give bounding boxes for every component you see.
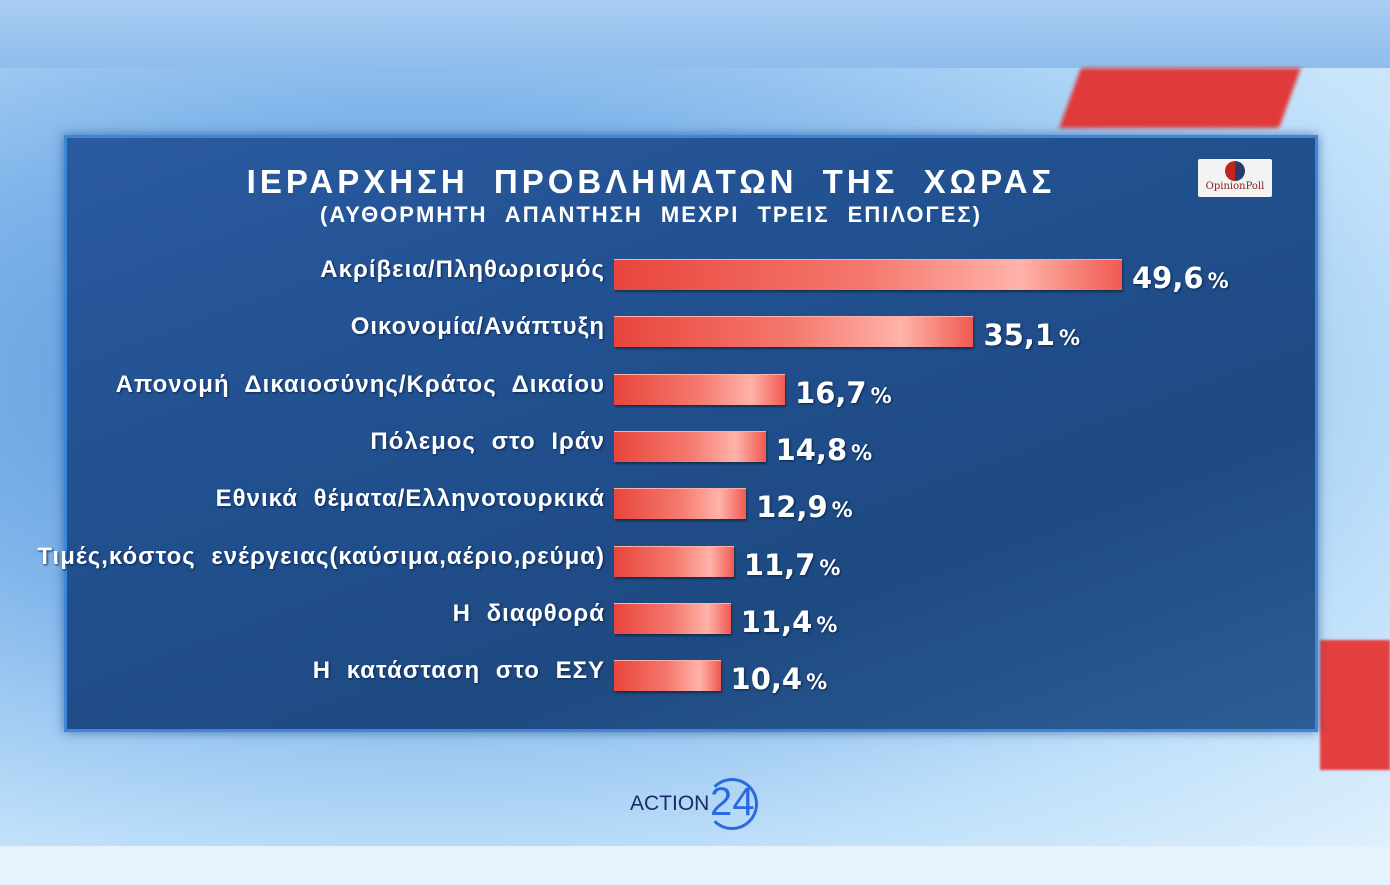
channel-name: ACTION xyxy=(630,792,710,815)
bar xyxy=(614,660,721,692)
data-label-value: 35,1 xyxy=(983,318,1056,353)
chart-title: ΙΕΡΑΡΧΗΣΗ ΠΡΟΒΛΗΜΑΤΩΝ ΤΗΣ ΧΩΡΑΣ xyxy=(246,163,1056,200)
data-label-value: 11,7 xyxy=(743,547,816,582)
category-label: Απονομή Δικαιοσύνης/Κράτος Δικαίου xyxy=(115,370,605,398)
category-label: Ακρίβεια/Πληθωρισμός xyxy=(320,256,605,283)
opinionpoll-logo-icon xyxy=(1225,161,1245,181)
bar xyxy=(614,373,786,405)
data-label-unit: % xyxy=(870,383,892,408)
background-red-shape xyxy=(1320,640,1390,770)
bar xyxy=(614,316,974,348)
data-label: 11,7% xyxy=(744,548,841,582)
category-label: Πόλεμος στο Ιράν xyxy=(370,427,605,455)
bar xyxy=(614,259,1122,290)
category-label: Η κατάσταση στο ΕΣΥ xyxy=(312,657,605,685)
data-label-value: 12,9 xyxy=(756,490,828,525)
data-label: 49,6% xyxy=(1132,261,1229,295)
chart-subtitle: (ΑΥΘΟΡΜΗΤΗ ΑΠΑΝΤΗΣΗ ΜΕΧΡΙ ΤΡΕΙΣ ΕΠΙΛΟΓΕΣ… xyxy=(320,202,982,227)
data-label: 11,4% xyxy=(741,605,838,639)
category-label: Οικονομία/Ανάπτυξη xyxy=(350,313,605,341)
data-label: 35,1% xyxy=(983,318,1080,352)
category-label: Εθνικά θέματα/Ελληνοτουρκικά xyxy=(215,485,605,513)
category-label: Η διαφθορά xyxy=(452,599,605,627)
bar xyxy=(614,488,747,520)
channel-number: 24 xyxy=(710,780,755,824)
data-label-unit: % xyxy=(806,670,828,695)
data-label-value: 14,8 xyxy=(775,432,848,467)
logo-ring-icon xyxy=(706,778,758,830)
data-label-unit: % xyxy=(851,440,873,465)
data-label: 10,4% xyxy=(731,662,828,696)
data-label-unit: % xyxy=(1059,326,1081,351)
data-label-unit: % xyxy=(831,498,853,523)
bar xyxy=(614,545,734,577)
data-label-value: 10,4 xyxy=(730,662,803,697)
data-label: 12,9% xyxy=(756,490,853,524)
data-label-unit: % xyxy=(816,612,838,637)
data-label-value: 11,4 xyxy=(740,604,813,639)
data-label-unit: % xyxy=(819,555,841,580)
data-label: 16,7% xyxy=(795,376,892,410)
bar xyxy=(614,430,766,462)
background-red-shape xyxy=(1059,68,1301,128)
data-label-value: 49,6 xyxy=(1132,261,1204,295)
pollster-name: OpinionPoll xyxy=(1205,181,1265,192)
opinionpoll-logo: OpinionPoll xyxy=(1198,159,1272,197)
data-label-value: 16,7 xyxy=(795,375,867,410)
category-label: Τιμές,κόστος ενέργειας(καύσιμα,αέριο,ρεύ… xyxy=(37,542,605,570)
data-label: 14,8% xyxy=(776,433,873,467)
data-label-unit: % xyxy=(1207,269,1229,293)
bar xyxy=(614,602,731,634)
